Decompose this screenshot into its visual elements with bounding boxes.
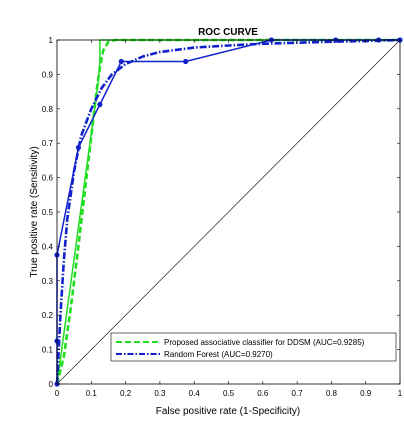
x-tick-label: 0.1: [86, 389, 98, 398]
x-axis-label: False positive rate (1-Specificity): [156, 406, 301, 417]
x-tick-label: 0.2: [120, 389, 132, 398]
legend-box: [110, 332, 397, 362]
legend-label-random-forest: Random Forest (AUC=0.9270): [164, 350, 273, 359]
x-tick-label: 0.6: [257, 389, 269, 398]
y-tick-label: 0.6: [42, 174, 54, 183]
y-tick-label: 0.3: [42, 277, 54, 286]
x-tick-label: 0.7: [292, 389, 304, 398]
y-tick-label: 0.8: [42, 105, 54, 114]
legend: Proposed associative classifier for DDSM…: [110, 332, 397, 362]
y-tick-label: 0.5: [42, 208, 54, 217]
y-tick-label: 1: [49, 36, 54, 45]
x-tick-label: 0.8: [326, 389, 338, 398]
x-tick-label: 0: [55, 389, 60, 398]
y-tick-label: 0.7: [42, 139, 54, 148]
legend-label-proposed: Proposed associative classifier for DDSM…: [164, 338, 365, 347]
y-tick-label: 0.9: [42, 70, 54, 79]
data-point-random-forest: [97, 101, 103, 108]
x-tick-label: 0.9: [360, 389, 372, 398]
x-tick-label: 0.5: [223, 389, 235, 398]
y-tick-label: 0.4: [42, 242, 54, 251]
y-axis-label: True positive rate (Sensitivity): [29, 146, 40, 277]
data-point-random-forest: [118, 58, 124, 65]
chart-title: ROC CURVE: [198, 27, 258, 38]
y-tick-label: 0: [49, 380, 54, 389]
data-point-random-forest: [183, 58, 189, 65]
y-tick-label: 0.2: [42, 311, 54, 320]
reference-diagonal-line: [56, 39, 401, 385]
x-tick-label: 0.4: [189, 389, 201, 398]
x-tick-label: 0.3: [154, 389, 166, 398]
y-tick-label: 0.1: [42, 346, 54, 355]
data-point-random-forest: [75, 144, 82, 151]
x-tick-label: 1: [398, 389, 403, 398]
